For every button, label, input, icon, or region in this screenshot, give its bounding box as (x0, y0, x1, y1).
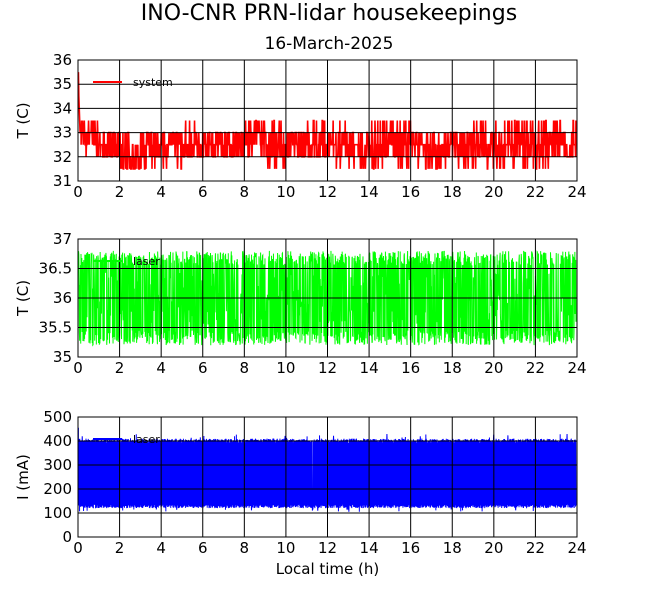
y-tick-label: 36 (53, 289, 72, 307)
x-tick-label: 14 (360, 539, 379, 557)
x-tick-label: 16 (401, 539, 420, 557)
y-tick-label: 34 (53, 99, 72, 117)
x-tick-label: 22 (526, 183, 545, 201)
system-temperature-legend-label: system (133, 76, 173, 89)
y-tick-label: 500 (43, 408, 72, 426)
y-tick-label: 400 (43, 432, 72, 450)
x-tick-label: 6 (198, 359, 208, 377)
y-tick-label: 33 (53, 124, 72, 142)
x-tick-label: 8 (240, 183, 250, 201)
x-tick-label: 2 (115, 539, 125, 557)
x-tick-label: 18 (443, 539, 462, 557)
x-tick-label: 4 (156, 359, 166, 377)
laser-current-y-axis-label: I (mA) (14, 454, 32, 500)
x-tick-label: 6 (198, 183, 208, 201)
x-tick-label: 22 (526, 539, 545, 557)
y-tick-label: 37 (53, 230, 72, 248)
x-tick-label: 20 (484, 183, 503, 201)
x-tick-label: 2 (115, 359, 125, 377)
x-tick-label: 24 (567, 539, 586, 557)
laser-temperature-legend-label: laser (133, 255, 160, 268)
x-tick-label: 16 (401, 183, 420, 201)
x-tick-label: 22 (526, 359, 545, 377)
x-tick-label: 18 (443, 183, 462, 201)
y-tick-label: 35 (53, 348, 72, 366)
x-tick-label: 14 (360, 183, 379, 201)
y-tick-label: 36.5 (39, 260, 72, 278)
laser-current-legend-label: laser (133, 433, 160, 446)
x-tick-label: 12 (318, 539, 337, 557)
x-tick-label: 4 (156, 539, 166, 557)
system-temperature-y-axis-label: T (C) (14, 102, 32, 139)
x-tick-label: 6 (198, 539, 208, 557)
x-axis-label: Local time (h) (276, 560, 380, 578)
laser-temperature-y-axis-label: T (C) (14, 280, 32, 317)
x-tick-label: 2 (115, 183, 125, 201)
laser-temperature-plot-frame (77, 238, 578, 358)
system-temperature-plot-frame (77, 59, 578, 182)
y-tick-label: 100 (43, 504, 72, 522)
x-tick-label: 24 (567, 183, 586, 201)
y-tick-label: 0 (62, 528, 72, 546)
x-tick-label: 12 (318, 359, 337, 377)
y-tick-label: 200 (43, 480, 72, 498)
x-tick-label: 24 (567, 359, 586, 377)
y-tick-label: 36 (53, 51, 72, 69)
x-tick-label: 12 (318, 183, 337, 201)
y-tick-label: 31 (53, 172, 72, 190)
x-tick-label: 20 (484, 539, 503, 557)
figure-title: INO-CNR PRN-lidar housekeepings (141, 1, 517, 26)
x-tick-label: 18 (443, 359, 462, 377)
y-tick-label: 35.5 (39, 319, 72, 337)
x-tick-label: 8 (240, 539, 250, 557)
x-tick-label: 10 (276, 359, 295, 377)
x-tick-label: 0 (73, 359, 83, 377)
x-tick-label: 0 (73, 183, 83, 201)
x-tick-label: 10 (276, 183, 295, 201)
x-tick-label: 0 (73, 539, 83, 557)
y-tick-label: 300 (43, 456, 72, 474)
figure-subtitle: 16-March-2025 (265, 34, 394, 54)
x-tick-label: 20 (484, 359, 503, 377)
x-tick-label: 16 (401, 359, 420, 377)
x-tick-label: 4 (156, 183, 166, 201)
x-tick-label: 14 (360, 359, 379, 377)
x-tick-label: 10 (276, 539, 295, 557)
x-tick-label: 8 (240, 359, 250, 377)
laser-current-plot-frame (77, 416, 578, 538)
y-tick-label: 32 (53, 148, 72, 166)
y-tick-label: 35 (53, 75, 72, 93)
